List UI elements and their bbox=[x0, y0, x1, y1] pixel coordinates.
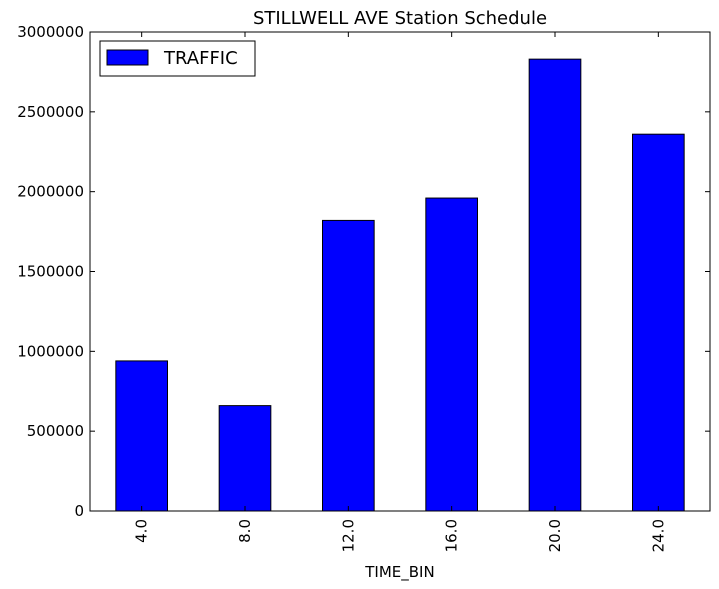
x-tick-label: 4.0 bbox=[133, 519, 151, 543]
x-tick-label: 8.0 bbox=[236, 519, 254, 543]
y-tick-label: 2500000 bbox=[17, 103, 84, 121]
legend-swatch bbox=[106, 49, 149, 66]
x-tick-label: 12.0 bbox=[339, 519, 357, 552]
legend-label: TRAFFIC bbox=[163, 48, 238, 69]
plot-frame bbox=[89, 31, 711, 512]
y-tick-label: 3000000 bbox=[17, 23, 84, 41]
x-axis-label: TIME_BIN bbox=[364, 563, 434, 582]
bar-24-0 bbox=[632, 133, 685, 512]
y-tick-label: 0 bbox=[74, 502, 84, 520]
bar-20-0 bbox=[528, 58, 582, 512]
bar-8-0 bbox=[218, 405, 272, 512]
x-tick-label: 24.0 bbox=[649, 519, 667, 552]
bar-12-0 bbox=[322, 219, 375, 512]
x-tick-label: 20.0 bbox=[546, 519, 564, 552]
y-axis-ticks: 0 500000 1000000 1500000 2000000 2500000 30000… bbox=[17, 23, 710, 520]
y-tick-label: 2000000 bbox=[17, 183, 84, 201]
legend: TRAFFIC bbox=[99, 40, 256, 77]
bar-16-0 bbox=[425, 197, 479, 512]
x-axis-ticks: 4.0 8.0 12.0 16.0 20.0 24.0 bbox=[133, 32, 667, 552]
bars-group bbox=[115, 58, 685, 512]
chart-title: STILLWELL AVE Station Schedule bbox=[253, 8, 547, 29]
bar-4-0 bbox=[115, 360, 169, 512]
y-tick-label: 1000000 bbox=[17, 342, 84, 360]
y-tick-label: 500000 bbox=[27, 422, 84, 440]
y-tick-label: 1500000 bbox=[17, 263, 84, 281]
x-tick-label: 16.0 bbox=[443, 519, 461, 552]
